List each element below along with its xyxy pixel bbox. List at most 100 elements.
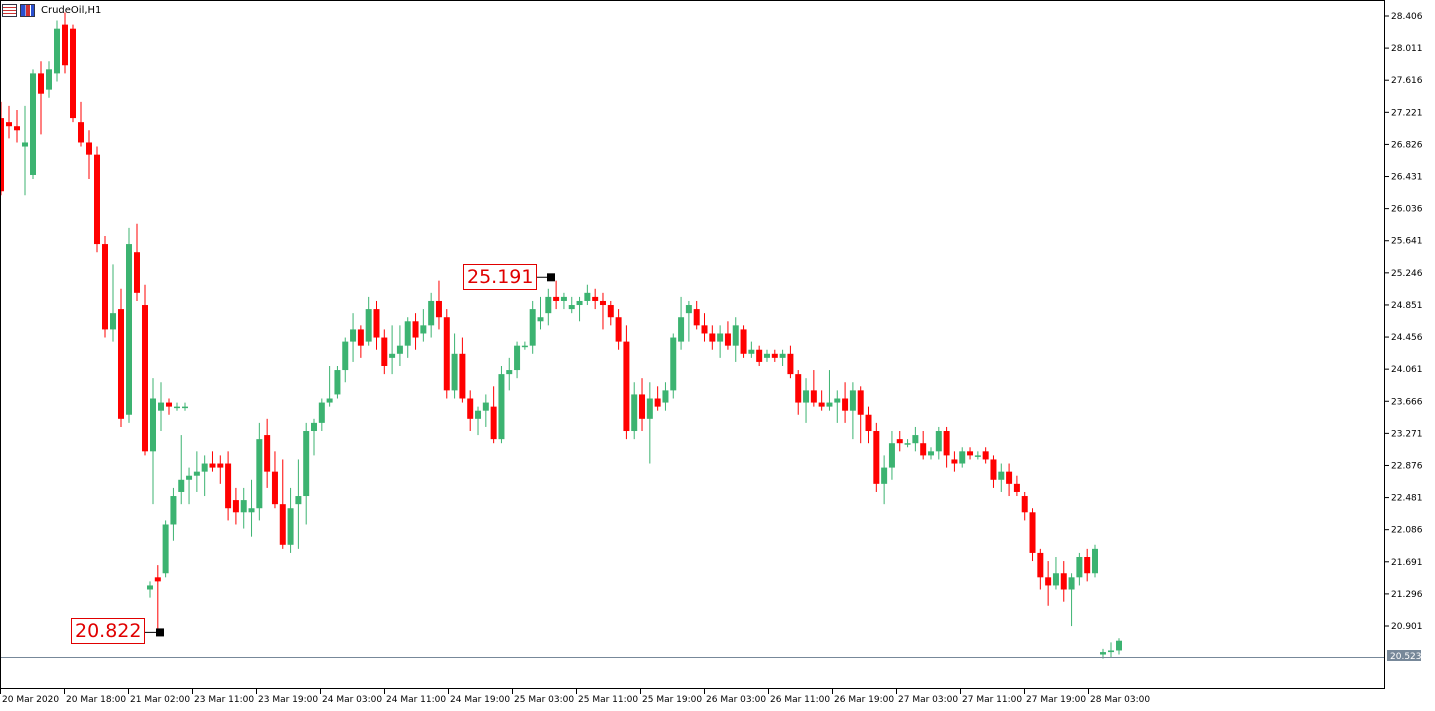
chart-type-icon[interactable]	[20, 3, 35, 17]
time-tick-label: 23 Mar 11:00	[194, 695, 254, 705]
bear-candle	[86, 142, 92, 155]
bull-candle	[451, 353, 458, 391]
bull-candle	[732, 325, 739, 346]
bear-candle	[1021, 496, 1028, 513]
time-tick-label: 26 Mar 03:00	[706, 695, 766, 705]
bull-candle	[717, 333, 724, 342]
price-tick-label: 22.876	[1391, 461, 1423, 471]
low-price-annotation[interactable]: 20.822	[71, 618, 146, 644]
bull-candle	[334, 370, 341, 395]
bull-candle	[482, 402, 489, 411]
bull-candle	[1116, 640, 1122, 651]
bull-candle	[389, 353, 396, 358]
bull-candle	[178, 479, 185, 492]
bull-candle	[318, 402, 325, 423]
bull-candle	[126, 244, 132, 415]
bear-candle	[756, 349, 763, 362]
bull-candle	[904, 443, 911, 445]
time-tick-label: 21 Mar 02:00	[130, 695, 190, 705]
bull-candle	[256, 439, 263, 509]
bull-candle	[186, 475, 193, 480]
price-tick-label: 24.851	[1391, 301, 1423, 311]
bull-candle	[849, 390, 856, 411]
bear-candle	[607, 305, 614, 318]
high-marker	[547, 273, 555, 282]
bear-candle	[951, 459, 958, 464]
price-tick-label: 28.406	[1391, 12, 1423, 22]
bull-candle	[240, 500, 247, 513]
bear-candle	[967, 451, 974, 456]
bear-candle	[357, 329, 364, 346]
bear-candle	[412, 321, 419, 338]
price-tick-label: 23.271	[1391, 429, 1423, 439]
bear-candle	[701, 325, 708, 334]
bear-candle	[654, 398, 661, 407]
price-tick-label: 24.061	[1391, 365, 1423, 375]
symbol-label: CrudeOil,H1	[41, 4, 102, 16]
bear-candle	[787, 353, 794, 375]
high-price-annotation[interactable]: 25.191	[463, 264, 538, 290]
plot-frame	[0, 0, 1385, 689]
bull-candle	[779, 353, 786, 358]
price-axis[interactable]: 28.406 28.011 27.616 27.221 26.826 26.431 26.0…	[1385, 12, 1423, 632]
bull-candle	[110, 313, 116, 330]
bear-candle	[740, 329, 747, 354]
price-tick-label: 21.691	[1391, 558, 1423, 568]
bull-candle	[201, 463, 208, 472]
bear-candle	[38, 73, 44, 94]
price-tick-label: 22.481	[1391, 494, 1423, 504]
price-tick-label: 28.011	[1391, 44, 1423, 54]
bear-candle	[264, 435, 271, 472]
data-window-icon[interactable]	[2, 3, 17, 17]
price-tick-label: 27.616	[1391, 76, 1423, 86]
bull-candle	[287, 508, 294, 545]
time-tick-label: 27 Mar 03:00	[898, 695, 958, 705]
chart-header: CrudeOil,H1	[2, 2, 101, 18]
bull-candle	[826, 402, 833, 407]
bull-candle	[1076, 556, 1083, 578]
price-tick-label: 21.296	[1391, 590, 1423, 600]
bear-candle	[78, 122, 84, 143]
bear-candle	[810, 390, 817, 403]
bear-candle	[142, 305, 148, 452]
low-marker	[156, 628, 164, 637]
bull-candle	[763, 353, 770, 358]
bear-candle	[279, 504, 286, 545]
bull-candle	[576, 300, 583, 306]
bear-candle	[943, 431, 950, 456]
bull-candle	[881, 467, 888, 484]
bear-candle	[14, 126, 20, 131]
price-tick-label: 25.246	[1391, 269, 1423, 279]
bull-candle	[1108, 650, 1114, 653]
bear-candle	[467, 398, 474, 419]
bull-candle	[30, 73, 36, 175]
price-tick-label: 26.036	[1391, 205, 1423, 215]
bull-candle	[174, 406, 180, 409]
price-tick-label: 20.901	[1391, 622, 1423, 632]
bear-candle	[70, 28, 76, 119]
bear-candle	[615, 317, 622, 342]
bear-candle	[865, 414, 872, 432]
bear-candle	[1084, 556, 1091, 574]
candles-layer	[0, 12, 1122, 659]
bear-candle	[818, 402, 825, 407]
bear-candle	[381, 337, 388, 366]
price-tick-label: 22.086	[1391, 526, 1423, 536]
bull-candle	[182, 406, 188, 409]
bull-candle	[998, 471, 1005, 480]
bear-candle	[920, 443, 927, 456]
bull-candle	[54, 28, 60, 74]
price-tick-label: 27.221	[1391, 108, 1423, 118]
time-tick-label: 25 Mar 03:00	[514, 695, 574, 705]
bear-candle	[1029, 512, 1036, 553]
time-axis[interactable]: 20 Mar 2020 20 Mar 18:00 21 Mar 02:00 23 Ma…	[0, 689, 1151, 705]
bull-candle	[498, 374, 505, 440]
bull-candle	[170, 496, 177, 525]
bear-candle	[599, 300, 606, 306]
bear-candle	[118, 309, 124, 419]
time-tick-label: 20 Mar 18:00	[66, 695, 126, 705]
time-tick-label: 27 Mar 11:00	[962, 695, 1022, 705]
bull-candle	[545, 296, 552, 314]
bear-candle	[693, 309, 700, 326]
